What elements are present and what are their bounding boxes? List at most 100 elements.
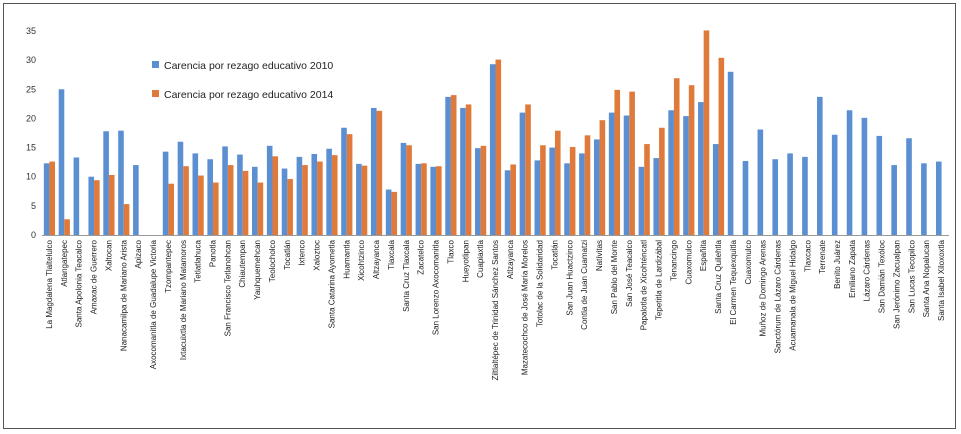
chart-frame: 0 5 10 15 20 25 30 35 La Magdalena Tlaltelulco A… xyxy=(3,3,956,429)
y-tick-label: 25 xyxy=(26,84,36,94)
bar-2014 xyxy=(510,164,516,235)
x-category-label: San Jerónimo Zacualpan xyxy=(892,240,901,329)
bar-2010 xyxy=(118,130,124,235)
bar-2014 xyxy=(376,110,383,235)
bar-2014 xyxy=(644,144,650,235)
y-tick-label: 30 xyxy=(26,55,36,65)
bar-2010 xyxy=(43,163,50,235)
x-category-label: Cuapiaxtla xyxy=(476,239,485,277)
bar-2014 xyxy=(94,180,100,235)
x-category-label: Ixtacuixtla de Mariano Matamoros xyxy=(179,240,188,360)
x-category-label: Tocatlán xyxy=(550,240,559,270)
x-category-label: El Carmen Tequexquitla xyxy=(729,239,738,324)
y-axis: 0 5 10 15 20 25 30 35 xyxy=(26,26,36,240)
bar-2010 xyxy=(222,146,228,235)
bar-2014 xyxy=(540,145,546,235)
bar-2010 xyxy=(817,96,823,235)
bar-2014 xyxy=(554,130,561,235)
bar-2010 xyxy=(534,160,541,235)
bar-2014 xyxy=(302,165,308,235)
x-category-label: San Francisco Tetlanohcan xyxy=(223,240,232,336)
bar-2010 xyxy=(475,148,481,235)
x-category-label: Panotla xyxy=(208,239,217,267)
category-labels: La Magdalena Tlaltelulco Atlangatepec Sant… xyxy=(45,239,946,380)
bar-2014 xyxy=(614,89,621,236)
bar-2010 xyxy=(489,64,496,235)
bar-2010 xyxy=(638,166,645,235)
bar-2010 xyxy=(430,166,437,235)
bar-2010 xyxy=(579,153,585,235)
bar-chart: 0 5 10 15 20 25 30 35 La Magdalena Tlaltelulco A… xyxy=(26,26,949,381)
x-category-label: La Magdalena Tlaltelulco xyxy=(45,239,54,328)
x-category-label: Ixtenco xyxy=(298,239,307,265)
x-category-label: Santa Catarina Ayometla xyxy=(327,239,336,328)
x-category-label: Chiautempan xyxy=(238,240,247,288)
bar-2010 xyxy=(742,160,749,235)
x-category-label: San Pablo del Monte xyxy=(610,239,619,314)
y-tick-label: 15 xyxy=(26,143,36,153)
bar-2010 xyxy=(802,156,808,235)
bar-2010 xyxy=(906,138,912,235)
bar-2010 xyxy=(831,134,838,235)
bar-2010 xyxy=(861,117,868,235)
bar-2010 xyxy=(891,165,897,235)
x-category-label: Hueyotlipan xyxy=(461,240,470,282)
x-category-label: Mazatecochco de José María Morelos xyxy=(521,240,530,375)
bar-2010 xyxy=(757,129,764,235)
bar-2014 xyxy=(123,204,130,235)
bar-2014 xyxy=(168,183,174,235)
legend-label-2010: Carencia por rezago educativo 2010 xyxy=(164,60,333,72)
bar-2010 xyxy=(237,154,243,235)
bar-2014 xyxy=(659,127,665,235)
y-tick-label: 5 xyxy=(31,201,36,211)
x-category-label: Acuamanala de Miguel Hidalgo xyxy=(788,239,797,350)
bar-2010 xyxy=(593,139,600,235)
bar-2010 xyxy=(400,142,407,235)
bar-2010 xyxy=(935,161,942,235)
bar-2014 xyxy=(673,78,680,236)
bar-2014 xyxy=(257,182,264,235)
bar-2014 xyxy=(436,166,442,235)
bar-2010 xyxy=(192,153,199,235)
x-category-label: Tzompantepec xyxy=(164,240,173,293)
x-category-label: Yauhquemehcan xyxy=(253,240,262,300)
x-category-label: Teolocholco xyxy=(268,239,277,282)
bar-2014 xyxy=(212,182,219,235)
x-category-label: Tenancingo xyxy=(669,239,678,280)
bar-2010 xyxy=(921,163,927,235)
bar-2010 xyxy=(668,110,674,235)
legend-swatch-2010 xyxy=(152,61,159,68)
bar-2010 xyxy=(88,176,95,235)
bar-2014 xyxy=(108,174,115,235)
x-category-label: Nanacamilpa de Mariano Arista xyxy=(119,239,128,351)
x-category-label: Santa Isabel Xiloxoxtla xyxy=(937,239,946,320)
x-category-label: Terrenate xyxy=(818,239,827,273)
x-category-label: Atlangatepec xyxy=(60,240,69,287)
y-tick-label: 0 xyxy=(31,230,36,240)
x-category-label: Altzayanca xyxy=(372,239,381,279)
bar-2014 xyxy=(495,59,502,236)
x-category-label: San Lucas Tecopilco xyxy=(907,239,916,313)
bar-2014 xyxy=(465,104,472,235)
y-tick-label: 10 xyxy=(26,172,36,182)
x-category-label: Xicohtzinco xyxy=(357,239,366,280)
bar-2014 xyxy=(480,145,487,235)
bar-2010 xyxy=(876,135,883,235)
x-category-label: Cuaxomulco xyxy=(684,239,693,284)
bar-2010 xyxy=(519,112,526,235)
x-category-label: Tlaxco xyxy=(446,239,455,263)
bar-2014 xyxy=(227,165,234,235)
x-category-label: Contla de Juan Cuamatzi xyxy=(580,240,589,330)
bar-2014 xyxy=(331,155,338,235)
x-category-label: Zacatelco xyxy=(417,239,426,274)
x-category-label: Tlaxcala xyxy=(387,239,396,269)
bar-2014 xyxy=(629,91,635,236)
bar-2010 xyxy=(58,89,65,235)
x-category-label: Tetlatlahuca xyxy=(194,239,203,282)
bar-2010 xyxy=(772,159,779,235)
bar-2010 xyxy=(564,163,570,235)
x-category-label: San Juan Huactzinco xyxy=(565,239,574,315)
bar-2010 xyxy=(698,102,704,235)
x-category-label: Muñoz de Domingo Arenas xyxy=(759,240,768,337)
bar-2014 xyxy=(49,161,56,235)
